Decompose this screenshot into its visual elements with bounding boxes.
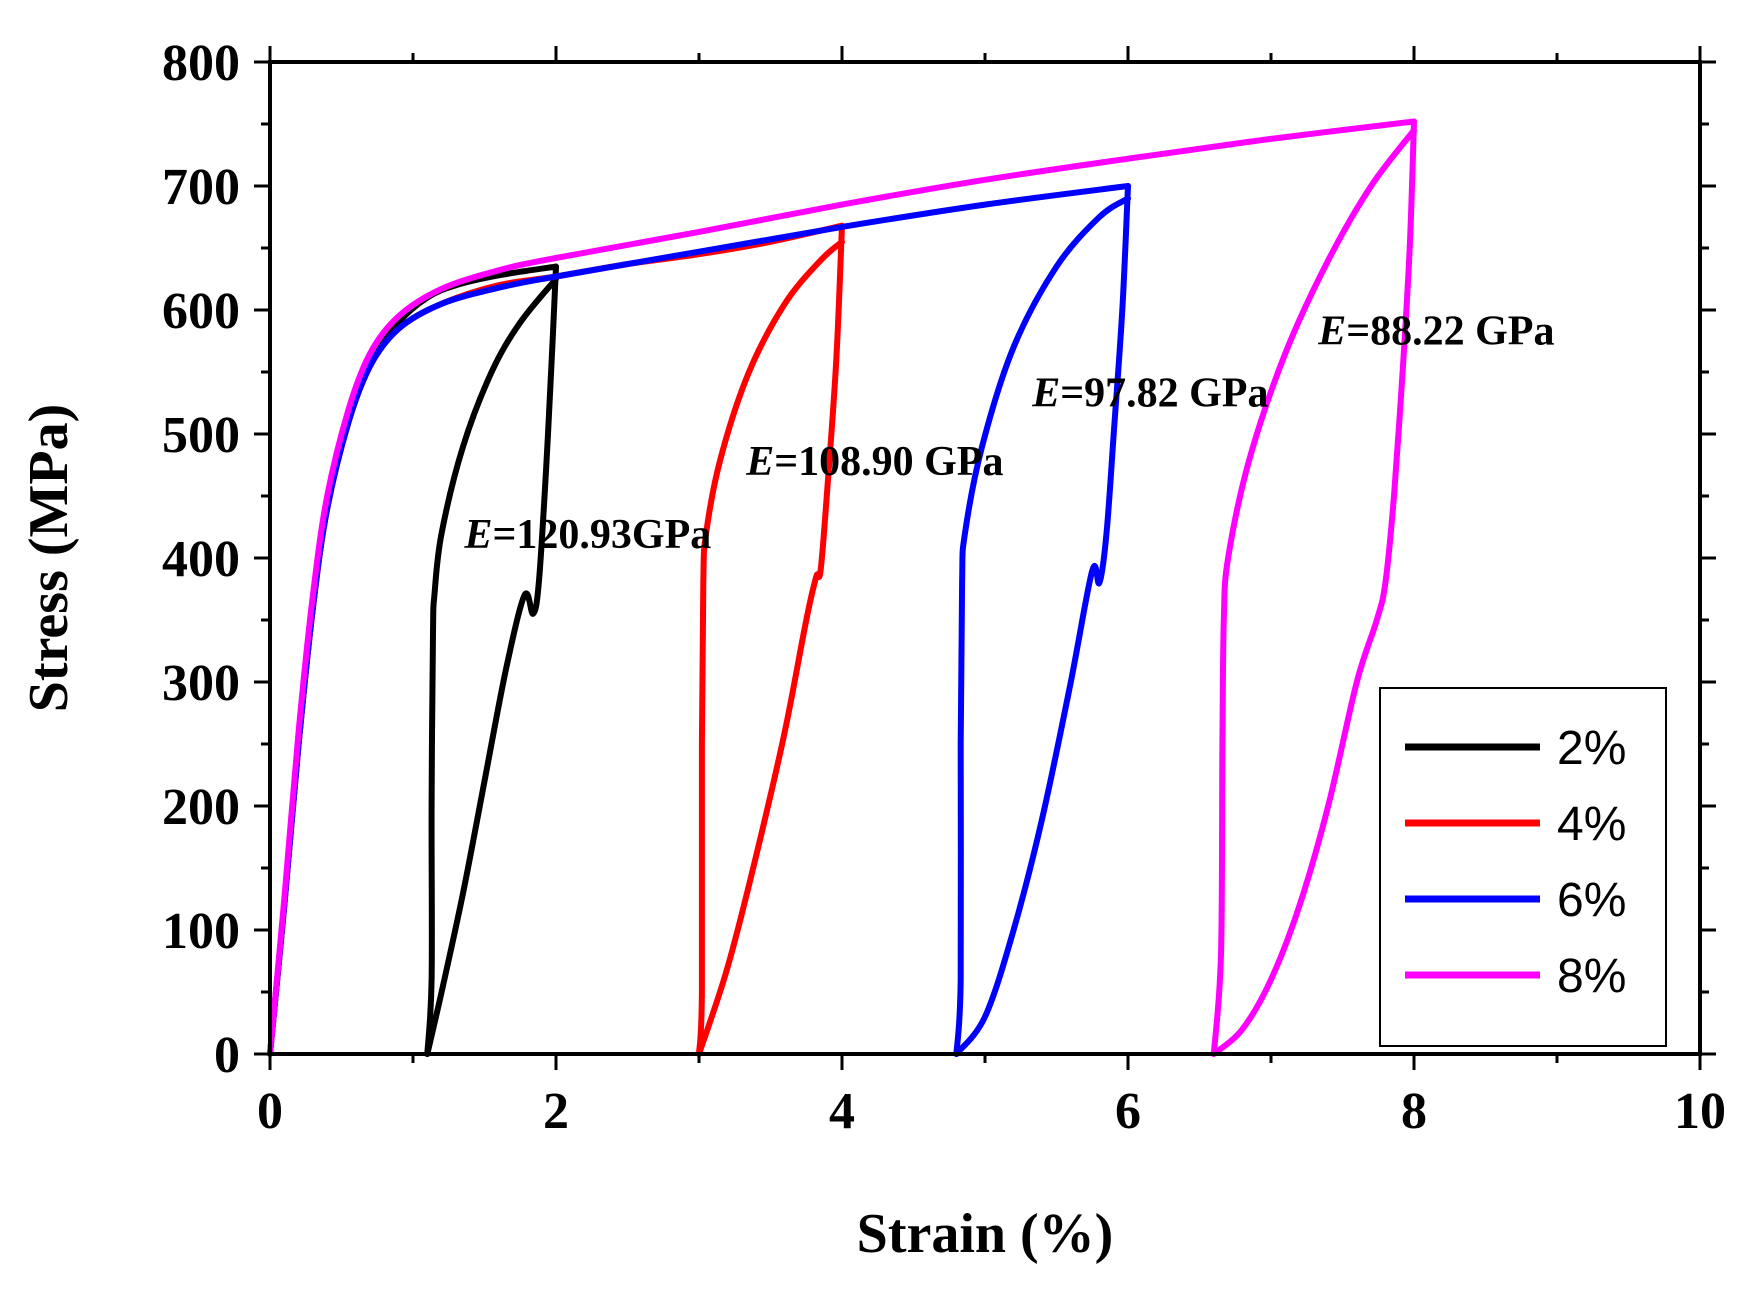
y-tick-label: 600 (162, 283, 240, 340)
series-8pct (267, 118, 1417, 1057)
y-tick-label: 400 (162, 531, 240, 588)
x-tick-label: 8 (1401, 1083, 1427, 1140)
y-tick-label: 500 (162, 407, 240, 464)
y-tick-label: 100 (162, 903, 240, 960)
x-tick-label: 10 (1674, 1083, 1726, 1140)
series-line-4pct-reloading (696, 238, 845, 1057)
modulus-symbol: E (463, 512, 492, 558)
y-tick-label: 0 (214, 1027, 240, 1084)
modulus-annotation: E=88.22 GPa (1317, 309, 1554, 355)
x-tick-label: 4 (829, 1083, 855, 1140)
y-axis-title: Stress (MPa) (18, 404, 80, 712)
x-tick-label: 0 (257, 1083, 283, 1140)
modulus-value: =88.22 GPa (1346, 309, 1554, 355)
x-tick-label: 2 (543, 1083, 569, 1140)
modulus-annotation: E=108.90 GPa (745, 439, 1003, 485)
modulus-symbol: E (1317, 309, 1346, 355)
series-line-4pct-unloading (696, 222, 845, 1057)
series-line-2pct-reloading (424, 276, 559, 1057)
y-tick-label: 200 (162, 779, 240, 836)
modulus-annotation: E=97.82 GPa (1031, 371, 1268, 417)
modulus-value: =108.90 GPa (774, 439, 1003, 485)
legend-label-6pct: 6% (1557, 874, 1626, 927)
legend-label-4pct: 4% (1557, 798, 1626, 851)
x-tick-label: 6 (1115, 1083, 1141, 1140)
legend: 2% 4% 6% 8% (1379, 687, 1667, 1047)
modulus-value: =120.93GPa (492, 512, 711, 558)
y-tick-label: 800 (162, 35, 240, 92)
series-line-6pct-unloading (953, 183, 1131, 1057)
modulus-symbol: E (1031, 371, 1060, 417)
series-line-8pct-unloading (1210, 118, 1417, 1057)
series-line-8pct-loading (267, 118, 1417, 1057)
modulus-annotation: E=120.93GPa (463, 512, 711, 558)
y-tick-label: 300 (162, 655, 240, 712)
curves-layer (267, 118, 1417, 1057)
x-axis-title: Strain (%) (857, 1203, 1114, 1265)
legend-label-2pct: 2% (1557, 722, 1626, 775)
legend-label-8pct: 8% (1557, 950, 1626, 1003)
series-line-6pct-reloading (953, 195, 1131, 1057)
series-line-8pct-reloading (1210, 127, 1417, 1057)
series-line-2pct-unloading (424, 263, 559, 1057)
modulus-value: =97.82 GPa (1060, 371, 1268, 417)
modulus-symbol: E (745, 439, 774, 485)
y-tick-label: 700 (162, 159, 240, 216)
